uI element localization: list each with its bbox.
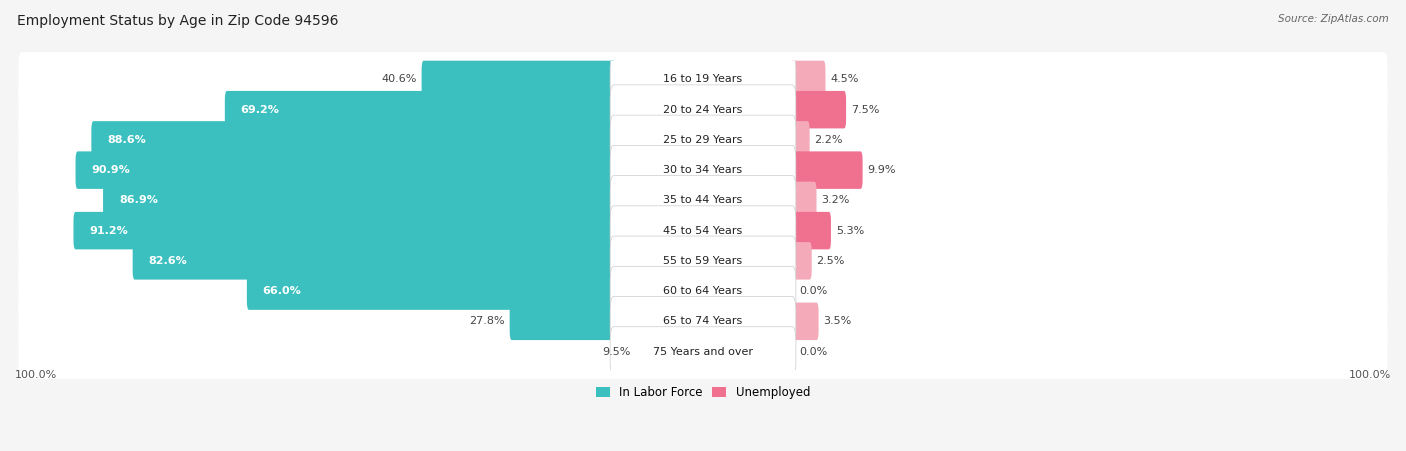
FancyBboxPatch shape xyxy=(18,264,1388,318)
FancyBboxPatch shape xyxy=(18,83,1388,137)
Text: 3.2%: 3.2% xyxy=(821,195,849,205)
Text: 25 to 29 Years: 25 to 29 Years xyxy=(664,135,742,145)
FancyBboxPatch shape xyxy=(76,152,616,189)
Text: 9.9%: 9.9% xyxy=(868,165,896,175)
FancyBboxPatch shape xyxy=(610,236,796,285)
FancyBboxPatch shape xyxy=(18,113,1388,167)
FancyBboxPatch shape xyxy=(18,294,1388,349)
FancyBboxPatch shape xyxy=(790,152,863,189)
Text: 55 to 59 Years: 55 to 59 Years xyxy=(664,256,742,266)
Text: 0.0%: 0.0% xyxy=(800,346,828,357)
Text: 9.5%: 9.5% xyxy=(602,346,631,357)
Text: Employment Status by Age in Zip Code 94596: Employment Status by Age in Zip Code 945… xyxy=(17,14,339,28)
Text: 5.3%: 5.3% xyxy=(835,226,865,235)
FancyBboxPatch shape xyxy=(18,173,1388,228)
FancyBboxPatch shape xyxy=(422,61,616,98)
Text: 60 to 64 Years: 60 to 64 Years xyxy=(664,286,742,296)
FancyBboxPatch shape xyxy=(610,327,796,376)
FancyBboxPatch shape xyxy=(18,324,1388,379)
Text: 86.9%: 86.9% xyxy=(120,195,157,205)
Text: 69.2%: 69.2% xyxy=(240,105,280,115)
Legend: In Labor Force, Unemployed: In Labor Force, Unemployed xyxy=(591,382,815,404)
Text: 90.9%: 90.9% xyxy=(91,165,131,175)
Text: 40.6%: 40.6% xyxy=(381,74,416,84)
Text: 75 Years and over: 75 Years and over xyxy=(652,346,754,357)
Text: 65 to 74 Years: 65 to 74 Years xyxy=(664,316,742,327)
FancyBboxPatch shape xyxy=(18,234,1388,288)
Text: 100.0%: 100.0% xyxy=(1348,370,1391,380)
Text: 88.6%: 88.6% xyxy=(107,135,146,145)
FancyBboxPatch shape xyxy=(790,61,825,98)
Text: 20 to 24 Years: 20 to 24 Years xyxy=(664,105,742,115)
FancyBboxPatch shape xyxy=(790,303,818,340)
FancyBboxPatch shape xyxy=(790,121,810,159)
Text: 4.5%: 4.5% xyxy=(831,74,859,84)
FancyBboxPatch shape xyxy=(790,91,846,129)
FancyBboxPatch shape xyxy=(610,55,796,104)
FancyBboxPatch shape xyxy=(610,115,796,165)
Text: 3.5%: 3.5% xyxy=(824,316,852,327)
Text: 16 to 19 Years: 16 to 19 Years xyxy=(664,74,742,84)
FancyBboxPatch shape xyxy=(18,52,1388,106)
FancyBboxPatch shape xyxy=(790,212,831,249)
FancyBboxPatch shape xyxy=(73,212,616,249)
FancyBboxPatch shape xyxy=(509,303,616,340)
Text: 7.5%: 7.5% xyxy=(851,105,879,115)
Text: Source: ZipAtlas.com: Source: ZipAtlas.com xyxy=(1278,14,1389,23)
Text: 82.6%: 82.6% xyxy=(149,256,187,266)
Text: 2.2%: 2.2% xyxy=(814,135,844,145)
FancyBboxPatch shape xyxy=(790,242,811,280)
FancyBboxPatch shape xyxy=(18,143,1388,198)
FancyBboxPatch shape xyxy=(247,272,616,310)
FancyBboxPatch shape xyxy=(610,266,796,316)
FancyBboxPatch shape xyxy=(132,242,616,280)
FancyBboxPatch shape xyxy=(610,296,796,346)
Text: 35 to 44 Years: 35 to 44 Years xyxy=(664,195,742,205)
FancyBboxPatch shape xyxy=(91,121,616,159)
Text: 100.0%: 100.0% xyxy=(15,370,58,380)
Text: 2.5%: 2.5% xyxy=(817,256,845,266)
Text: 30 to 34 Years: 30 to 34 Years xyxy=(664,165,742,175)
Text: 66.0%: 66.0% xyxy=(263,286,301,296)
FancyBboxPatch shape xyxy=(790,182,817,219)
FancyBboxPatch shape xyxy=(610,145,796,195)
FancyBboxPatch shape xyxy=(225,91,616,129)
FancyBboxPatch shape xyxy=(103,182,616,219)
Text: 0.0%: 0.0% xyxy=(800,286,828,296)
Text: 91.2%: 91.2% xyxy=(90,226,128,235)
FancyBboxPatch shape xyxy=(18,203,1388,258)
Text: 27.8%: 27.8% xyxy=(470,316,505,327)
Text: 45 to 54 Years: 45 to 54 Years xyxy=(664,226,742,235)
FancyBboxPatch shape xyxy=(610,206,796,255)
FancyBboxPatch shape xyxy=(610,175,796,225)
FancyBboxPatch shape xyxy=(610,85,796,134)
